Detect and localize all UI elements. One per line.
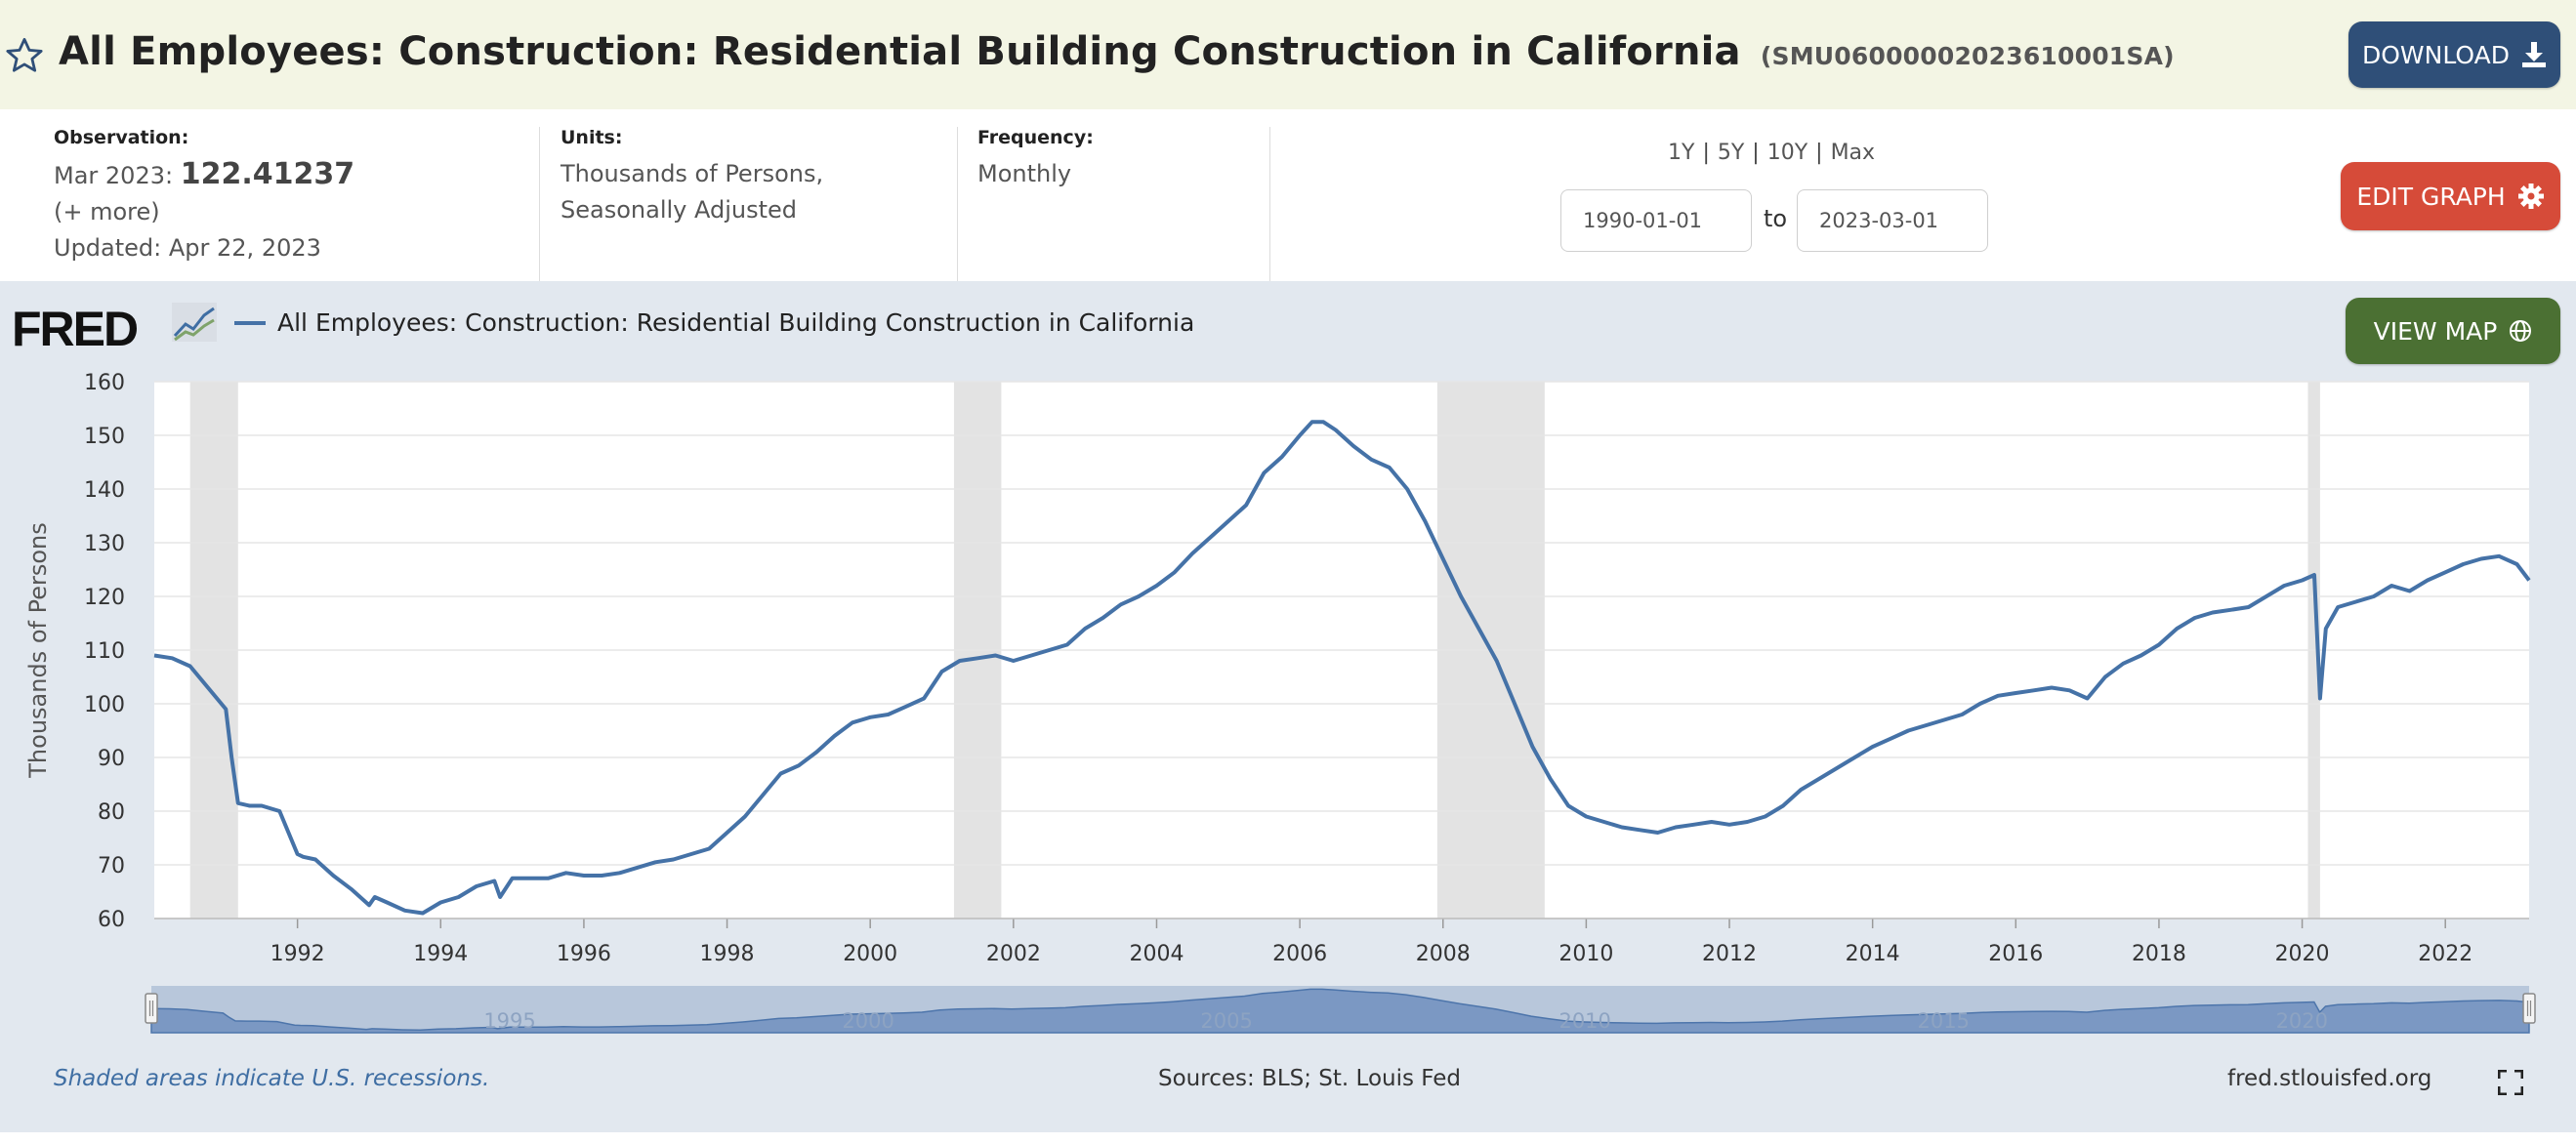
to-label: to [1764, 205, 1788, 232]
line-chart[interactable]: 60 70 80 90 100 110 120 130 140 150 160 1992 1994 199… [0, 281, 2576, 1042]
units-line-2: Seasonally Adjusted [561, 196, 798, 224]
x-tick-label: 2018 [2132, 942, 2186, 966]
y-tick-label: 120 [84, 586, 125, 610]
x-tick-label: 2010 [1558, 942, 1613, 966]
observation-label: Observation: [54, 127, 189, 148]
y-tick-label: 110 [84, 639, 125, 664]
divider [1269, 127, 1270, 281]
y-tick-label: 150 [84, 425, 125, 449]
fred-graph-icon [172, 303, 217, 342]
page-title: All Employees: Construction: Residential… [59, 29, 2175, 74]
range-link-5y[interactable]: 5Y [1717, 141, 1745, 165]
end-date-input[interactable] [1797, 189, 1988, 252]
navigator-label: 2020 [2276, 1009, 2328, 1033]
frequency-block: Frequency: Monthly [977, 127, 1094, 192]
observation-value: 122.41237 [180, 157, 355, 191]
navigator-label: 2000 [842, 1009, 893, 1033]
series-id: (SMU06000002023610001SA) [1760, 42, 2175, 70]
range-links: 1Y | 5Y | 10Y | Max [1668, 141, 1875, 165]
series-info-bar: Observation: Mar 2023: 122.41237 (+ more… [0, 109, 2576, 281]
divider [957, 127, 958, 281]
navigator-handle-right[interactable] [2522, 993, 2536, 1024]
divider [539, 127, 540, 281]
navigator-series [150, 988, 2530, 1034]
recession-note: Shaded areas indicate U.S. recessions. [54, 1066, 490, 1091]
y-axis-title: Thousands of Persons [24, 522, 52, 778]
x-tick-label: 1998 [700, 942, 755, 966]
star-icon[interactable] [4, 35, 45, 76]
x-tick-label: 2012 [1702, 942, 1757, 966]
y-tick-label: 160 [84, 371, 125, 395]
observation-line: Mar 2023: 122.41237 [54, 156, 354, 194]
x-tick-label: 1992 [270, 942, 325, 966]
x-tick-label: 2002 [986, 942, 1041, 966]
observation-date: Mar 2023: [54, 162, 174, 189]
fullscreen-icon[interactable] [2498, 1070, 2523, 1095]
x-tick-label: 2016 [1988, 942, 2043, 966]
frequency-value: Monthly [977, 160, 1072, 187]
units-label: Units: [561, 127, 623, 148]
units-line-1: Thousands of Persons, [561, 160, 824, 187]
x-tick-label: 2020 [2275, 942, 2330, 966]
range-link-10y[interactable]: 10Y [1766, 141, 1808, 165]
chart-legend: All Employees: Construction: Residential… [234, 308, 1194, 337]
site-link[interactable]: fred.stlouisfed.org [2227, 1066, 2432, 1091]
navigator-label: 2015 [1918, 1009, 1970, 1033]
y-tick-label: 70 [98, 854, 125, 878]
y-tick-label: 100 [84, 693, 125, 717]
view-map-label: VIEW MAP [2373, 316, 2498, 346]
separator: | [1752, 141, 1760, 165]
more-link[interactable]: (+ more) [54, 198, 160, 225]
navigator-handle-left[interactable] [145, 993, 158, 1024]
navigator-label: 2010 [1558, 1009, 1610, 1033]
x-tick-label: 2022 [2418, 942, 2472, 966]
gear-icon [2517, 184, 2544, 209]
view-map-button[interactable]: VIEW MAP [2346, 298, 2560, 364]
edit-graph-label: EDIT GRAPH [2356, 182, 2506, 211]
globe-icon [2510, 320, 2532, 342]
y-tick-label: 60 [98, 908, 125, 932]
x-tick-label: 2000 [843, 942, 897, 966]
range-link-1y[interactable]: 1Y [1668, 141, 1695, 165]
x-tick-label: 2004 [1129, 942, 1184, 966]
x-tick-label: 2014 [1846, 942, 1900, 966]
frequency-label: Frequency: [977, 127, 1094, 148]
sources: Sources: BLS; St. Louis Fed [1158, 1066, 1461, 1091]
series-title: All Employees: Construction: Residential… [59, 29, 1741, 74]
navigator-label: 1995 [483, 1009, 535, 1033]
separator: | [1702, 141, 1710, 165]
observation-block: Observation: Mar 2023: 122.41237 (+ more… [54, 127, 354, 266]
y-tick-label: 140 [84, 478, 125, 503]
range-link-max[interactable]: Max [1830, 141, 1876, 165]
navigator-label: 2005 [1200, 1009, 1252, 1033]
fred-logo: FRED [12, 302, 139, 356]
y-tick-label: 130 [84, 532, 125, 556]
download-icon [2521, 42, 2546, 67]
chart-area: FRED All Employees: Construction: Reside… [0, 281, 2576, 1132]
download-button[interactable]: DOWNLOAD [2348, 21, 2560, 88]
legend-swatch [234, 320, 266, 325]
y-tick-label: 80 [98, 800, 125, 825]
download-label: DOWNLOAD [2362, 40, 2510, 69]
edit-graph-button[interactable]: EDIT GRAPH [2341, 162, 2560, 230]
legend-label: All Employees: Construction: Residential… [277, 308, 1195, 337]
updated-date: Updated: Apr 22, 2023 [54, 234, 321, 262]
x-tick-label: 2006 [1272, 942, 1327, 966]
start-date-input[interactable] [1560, 189, 1752, 252]
x-tick-label: 1996 [557, 942, 611, 966]
x-tick-label: 1994 [413, 942, 468, 966]
y-tick-label: 90 [98, 747, 125, 771]
series-header: All Employees: Construction: Residential… [0, 0, 2576, 110]
units-block: Units: Thousands of Persons, Seasonally … [561, 127, 823, 228]
separator: | [1815, 141, 1823, 165]
x-tick-label: 2008 [1416, 942, 1471, 966]
series-line [153, 420, 2531, 916]
